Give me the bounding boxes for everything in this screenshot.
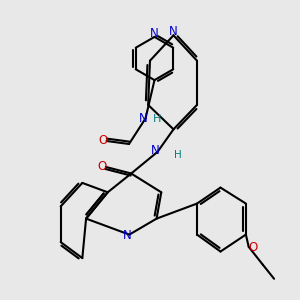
- Text: H: H: [174, 150, 182, 160]
- Text: N: N: [122, 229, 131, 242]
- Text: H: H: [153, 114, 161, 124]
- Text: O: O: [98, 134, 107, 148]
- Text: N: N: [151, 145, 160, 158]
- Text: O: O: [97, 160, 106, 173]
- Text: N: N: [169, 25, 178, 38]
- Text: O: O: [248, 241, 257, 254]
- Text: N: N: [139, 112, 148, 125]
- Text: N: N: [150, 27, 159, 40]
